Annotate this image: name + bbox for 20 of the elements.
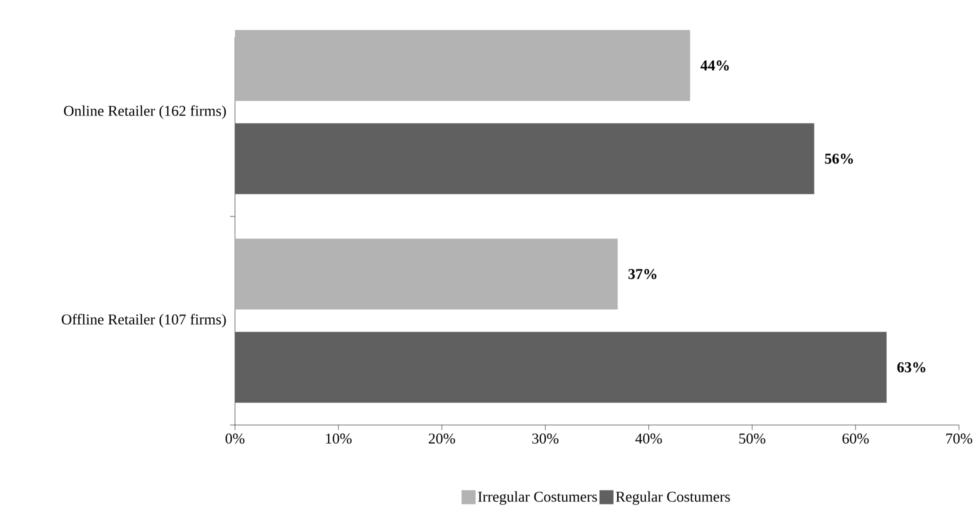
x-tick-label: 0% <box>226 434 244 444</box>
bar <box>235 332 887 403</box>
data-label: 56% <box>825 154 853 164</box>
data-label: 37% <box>628 269 656 280</box>
bar <box>235 238 618 310</box>
x-tick-label: 60% <box>842 434 869 444</box>
x-tick-label: 70% <box>946 434 972 444</box>
data-label: 63% <box>897 362 926 372</box>
data-label: 44% <box>700 60 729 71</box>
legend-label: Irregular Costumers <box>478 491 597 505</box>
x-tick-label: 30% <box>532 434 558 444</box>
y-tick-label: Offline Retailer (107 firms) <box>62 314 226 328</box>
x-tick-label: 20% <box>428 434 456 444</box>
bar <box>235 123 814 194</box>
y-tick-label: Online Retailer (162 firms) <box>64 105 226 119</box>
x-tick-label: 50% <box>739 434 766 444</box>
x-tick-label: 10% <box>326 434 352 444</box>
x-tick-label: 40% <box>635 434 662 444</box>
legend-label: Regular Costumers <box>616 491 730 505</box>
bar <box>235 30 690 101</box>
